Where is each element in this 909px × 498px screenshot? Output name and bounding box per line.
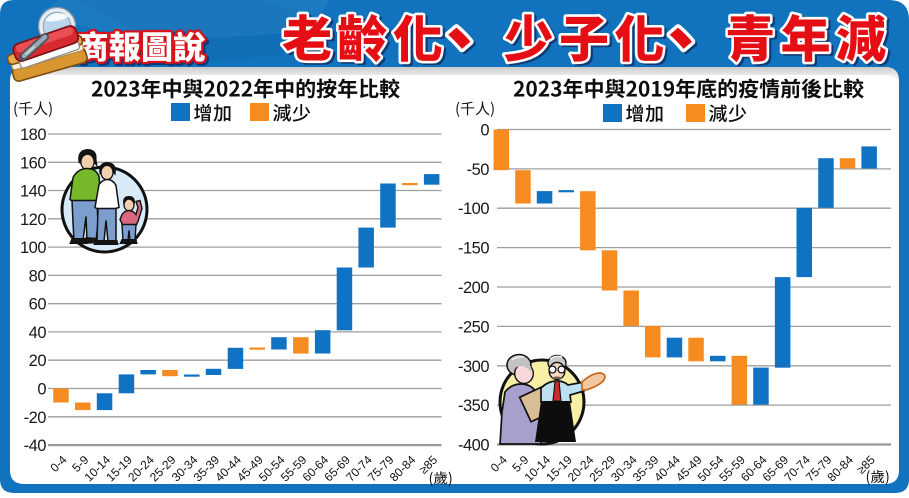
svg-text:-400: -400	[458, 437, 489, 455]
svg-text:60: 60	[29, 296, 47, 314]
svg-text:40: 40	[29, 324, 47, 342]
svg-text:140: 140	[20, 183, 46, 201]
svg-text:80: 80	[29, 267, 47, 285]
svg-text:-40: -40	[24, 437, 47, 455]
svg-text:-250: -250	[458, 318, 489, 336]
svg-text:0: 0	[37, 381, 46, 399]
svg-text:180: 180	[20, 126, 46, 144]
svg-text:-20: -20	[24, 409, 47, 427]
svg-text:-50: -50	[467, 161, 490, 179]
svg-text:-150: -150	[458, 240, 489, 258]
svg-text:20: 20	[29, 352, 47, 370]
svg-text:-100: -100	[458, 200, 489, 218]
svg-text:-300: -300	[458, 358, 489, 376]
svg-text:-350: -350	[458, 397, 489, 415]
svg-text:160: 160	[20, 154, 46, 172]
svg-text:100: 100	[20, 239, 46, 257]
svg-text:-200: -200	[458, 279, 489, 297]
svg-text:0: 0	[480, 122, 489, 140]
svg-text:120: 120	[20, 211, 46, 229]
